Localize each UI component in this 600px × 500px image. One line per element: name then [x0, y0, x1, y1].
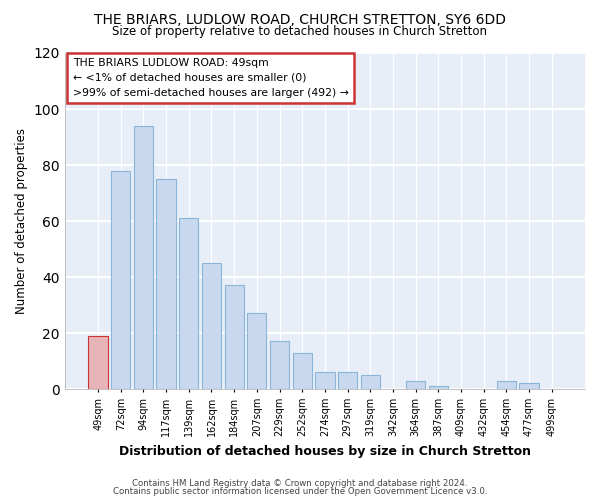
- Bar: [111, 170, 130, 389]
- Y-axis label: Number of detached properties: Number of detached properties: [15, 128, 28, 314]
- Bar: [428, 386, 448, 389]
- Bar: [338, 372, 357, 389]
- Bar: [134, 126, 153, 389]
- Bar: [406, 380, 425, 389]
- Text: THE BRIARS LUDLOW ROAD: 49sqm
← <1% of detached houses are smaller (0)
>99% of s: THE BRIARS LUDLOW ROAD: 49sqm ← <1% of d…: [73, 58, 349, 98]
- Text: Contains HM Land Registry data © Crown copyright and database right 2024.: Contains HM Land Registry data © Crown c…: [132, 478, 468, 488]
- Text: THE BRIARS, LUDLOW ROAD, CHURCH STRETTON, SY6 6DD: THE BRIARS, LUDLOW ROAD, CHURCH STRETTON…: [94, 12, 506, 26]
- Bar: [293, 352, 312, 389]
- Bar: [202, 263, 221, 389]
- Bar: [315, 372, 335, 389]
- Bar: [224, 286, 244, 389]
- Text: Size of property relative to detached houses in Church Stretton: Size of property relative to detached ho…: [113, 25, 487, 38]
- Bar: [157, 179, 176, 389]
- Bar: [270, 342, 289, 389]
- Text: Contains public sector information licensed under the Open Government Licence v3: Contains public sector information licen…: [113, 487, 487, 496]
- Bar: [361, 375, 380, 389]
- Bar: [247, 314, 266, 389]
- Bar: [497, 380, 516, 389]
- Bar: [88, 336, 108, 389]
- Bar: [179, 218, 199, 389]
- Bar: [520, 384, 539, 389]
- X-axis label: Distribution of detached houses by size in Church Stretton: Distribution of detached houses by size …: [119, 444, 531, 458]
